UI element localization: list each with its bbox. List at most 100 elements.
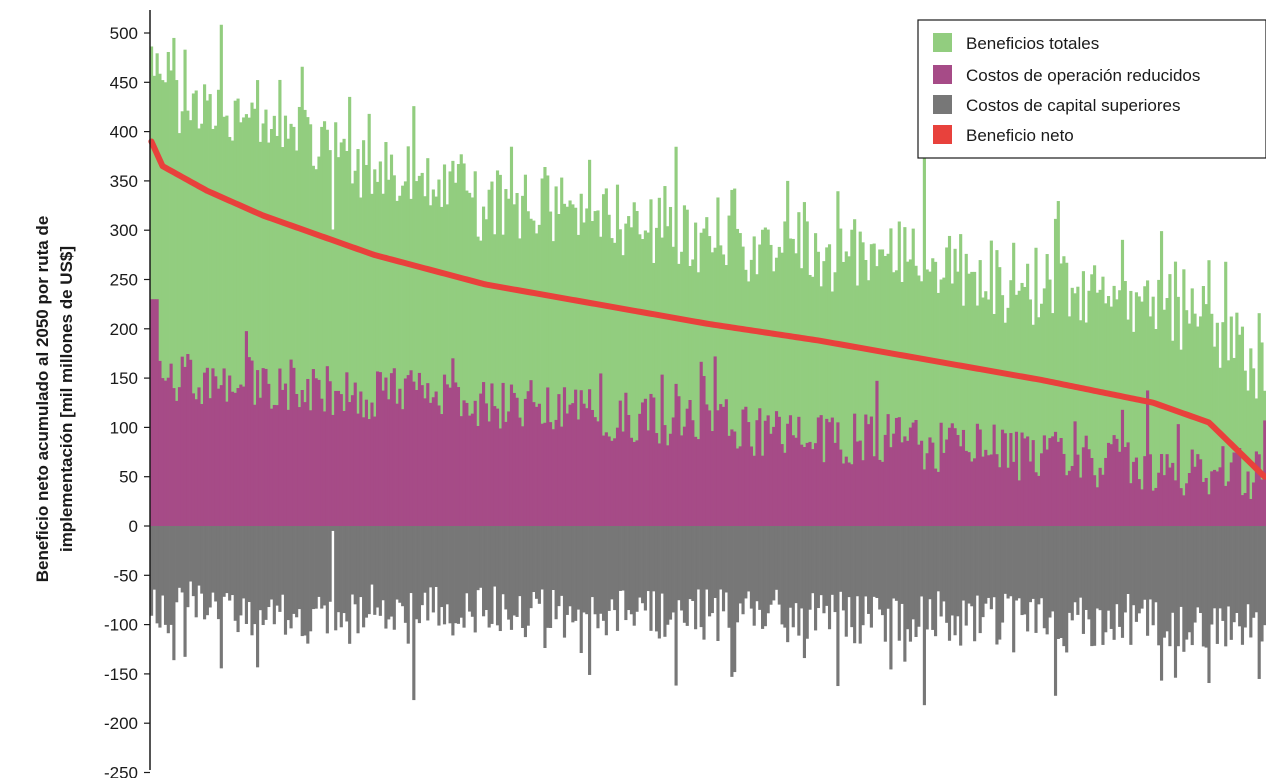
total-benefit-bar — [1240, 326, 1245, 526]
total-benefit-bar — [777, 246, 781, 527]
total-benefit-bar — [1224, 261, 1228, 526]
opex-bar — [314, 378, 318, 526]
capex-bar — [897, 526, 901, 641]
total-benefit-bar — [479, 240, 483, 526]
capex-bar — [786, 526, 790, 643]
total-benefit-bar — [1017, 290, 1021, 526]
capex-bar — [490, 526, 494, 624]
total-benefit-bar — [225, 115, 229, 527]
capex-bar — [150, 526, 154, 616]
capex-bar — [1215, 526, 1219, 644]
capex-bar — [1020, 526, 1024, 616]
total-benefit-bar — [183, 49, 187, 526]
capex-bar — [258, 526, 262, 611]
opex-bar — [727, 435, 731, 526]
opex-bar — [950, 423, 954, 526]
opex-bar — [975, 423, 979, 526]
total-benefit-bar — [1056, 201, 1060, 527]
capex-bar — [465, 526, 469, 594]
capex-bar — [788, 526, 793, 608]
total-benefit-bar — [161, 80, 165, 526]
capex-bar — [1246, 526, 1250, 605]
capex-bar — [1076, 526, 1080, 615]
capex-bar — [515, 526, 519, 617]
capex-bar — [1146, 526, 1150, 636]
capex-bar — [487, 526, 491, 628]
opex-bar — [1229, 462, 1233, 526]
capex-bar — [247, 526, 251, 603]
opex-bar — [512, 392, 516, 526]
total-benefit-bar — [574, 207, 578, 527]
total-benefit-bar — [705, 217, 709, 526]
total-benefit-bar — [412, 106, 416, 526]
opex-bar — [1212, 469, 1217, 526]
capex-bar — [998, 526, 1002, 640]
total-benefit-bar — [322, 121, 327, 526]
opex-bar — [900, 442, 904, 526]
capex-bar — [392, 526, 396, 630]
opex-bar — [194, 399, 198, 526]
total-benefit-bar — [197, 128, 201, 526]
opex-bar — [415, 389, 419, 526]
opex-bar — [1235, 452, 1239, 526]
total-benefit-bar — [1260, 342, 1264, 526]
capex-bar — [300, 526, 304, 637]
opex-bar — [788, 415, 793, 526]
opex-bar — [203, 372, 207, 526]
opex-bar — [535, 406, 539, 526]
capex-bar — [1182, 526, 1186, 652]
capex-bar — [942, 526, 946, 602]
opex-bar — [468, 415, 472, 526]
capex-bar — [194, 526, 198, 618]
capex-bar — [855, 526, 860, 597]
capex-bar — [336, 526, 341, 613]
opex-bar — [501, 382, 505, 526]
opex-bar — [786, 423, 790, 526]
total-benefit-bar — [763, 227, 767, 526]
capex-bar — [1118, 526, 1122, 627]
capex-bar — [456, 526, 461, 624]
opex-bar — [384, 377, 388, 526]
capex-bar — [328, 526, 332, 602]
capex-bar — [825, 526, 829, 606]
total-benefit-bar — [269, 128, 274, 527]
capex-bar — [1067, 526, 1072, 613]
capex-bar — [914, 526, 918, 637]
opex-bar — [643, 398, 647, 526]
total-benefit-bar — [721, 254, 726, 526]
opex-bar — [721, 406, 726, 526]
opex-bar — [1187, 473, 1192, 526]
total-benefit-bar — [579, 193, 583, 526]
opex-bar — [1059, 438, 1063, 526]
total-benefit-bar — [560, 177, 564, 526]
total-benefit-bar — [894, 270, 899, 526]
opex-bar — [1193, 466, 1197, 526]
total-benefit-bar — [761, 229, 765, 526]
opex-bar — [161, 378, 165, 526]
opex-bar — [348, 402, 352, 526]
opex-bar — [177, 387, 182, 526]
opex-bar — [822, 462, 826, 526]
opex-bar — [342, 410, 346, 526]
opex-bar — [473, 400, 477, 526]
opex-bar — [261, 368, 265, 526]
opex-bar — [456, 387, 461, 526]
capex-bar — [451, 526, 455, 636]
capex-bar — [1193, 526, 1197, 623]
capex-bar — [1162, 526, 1166, 638]
total-benefit-bar — [674, 146, 678, 526]
total-benefit-bar — [908, 259, 913, 526]
total-benefit-bar — [1190, 288, 1194, 526]
capex-bar — [1045, 526, 1049, 635]
opex-bar — [189, 359, 193, 526]
opex-bar — [1157, 472, 1161, 526]
opex-bar — [783, 452, 787, 526]
capex-bar — [384, 526, 388, 629]
total-benefit-bar — [1120, 239, 1125, 526]
total-benefit-bar — [1159, 231, 1164, 526]
capex-bar — [320, 526, 324, 609]
y-tick-label: 200 — [110, 320, 138, 339]
total-benefit-bar — [735, 228, 740, 526]
capex-bar — [476, 526, 480, 591]
opex-bar — [939, 422, 943, 526]
